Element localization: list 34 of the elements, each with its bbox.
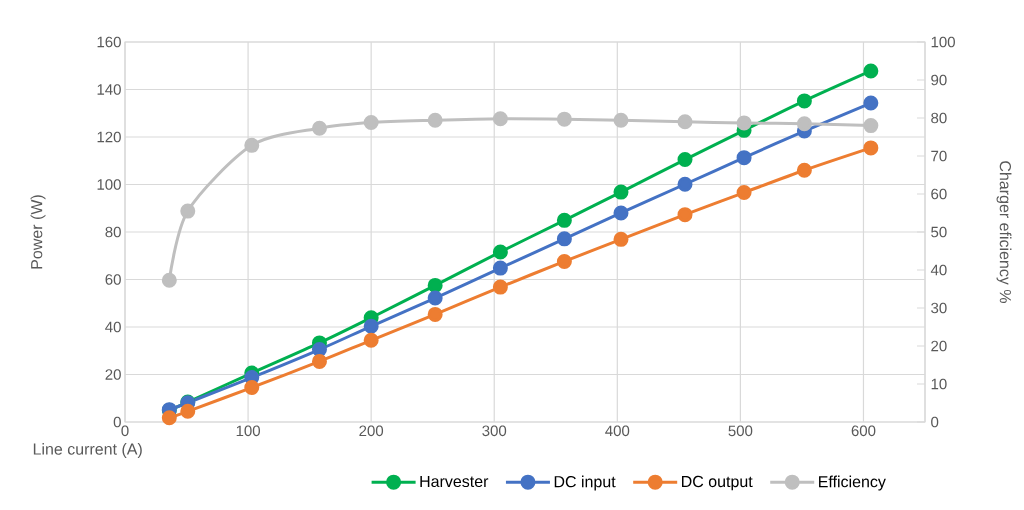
y-axis-title: Power (W) [30, 195, 46, 269]
x-tick-label: 500 [728, 425, 753, 437]
y2-tick-label: 10 [931, 378, 947, 390]
y2-tick-label: 50 [931, 226, 947, 238]
y-tick-label: 80 [105, 226, 121, 238]
y2-tick-label: 40 [930, 264, 947, 276]
y2-tick-label: 20 [931, 340, 947, 352]
x-tick-label: 200 [359, 425, 384, 437]
y2-tick-label: 30 [931, 302, 947, 314]
y2-tick-label: 60 [931, 188, 947, 200]
y-tick-label: 40 [105, 321, 121, 333]
y2-tick-label: 80 [931, 112, 947, 124]
y-tick-label: 60 [105, 274, 121, 285]
x-tick-label: 0 [121, 425, 129, 437]
y2-tick-label: 100 [931, 36, 955, 48]
y-tick-label: 120 [97, 131, 121, 143]
legend-label: Efficiency [819, 475, 886, 491]
y-tick-label: 140 [97, 84, 121, 95]
y2-tick-label: 90 [931, 74, 947, 86]
legend-label: Harvester [420, 475, 489, 488]
y-tick-label: 0 [113, 416, 121, 428]
y2-tick-label: 0 [931, 416, 939, 428]
y2-axis-title: Charger eficiency % [996, 161, 1012, 303]
legend-label: DC input [554, 475, 616, 491]
y2-tick-label: 70 [931, 150, 947, 162]
x-tick-label: 400 [605, 425, 630, 437]
x-tick-label: 600 [851, 425, 876, 437]
y-tick-label: 20 [105, 369, 121, 380]
x-axis-title: Line current (A) [33, 443, 142, 458]
legend-label: DC output [682, 475, 753, 491]
x-tick-label: 100 [236, 425, 260, 437]
x-tick-label: 300 [482, 425, 507, 437]
y-tick-label: 160 [97, 36, 121, 48]
y-tick-label: 100 [97, 179, 121, 190]
